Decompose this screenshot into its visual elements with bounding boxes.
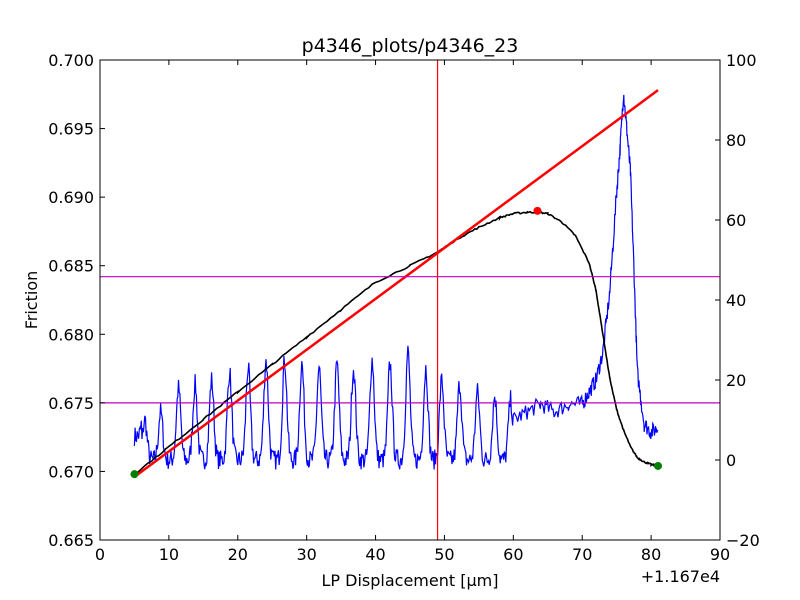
x-tick-label-8: 80: [641, 545, 661, 564]
x-tick-label-4: 40: [365, 545, 385, 564]
x-tick-label-0: 0: [95, 545, 105, 564]
y-tick-label-5: 0.690: [48, 188, 94, 207]
x-tick-label-6: 60: [503, 545, 523, 564]
point-marker-0: [130, 470, 139, 479]
x-tick-label-1: 10: [159, 545, 179, 564]
x-offset-label: +1.167e4: [641, 567, 720, 586]
y2-tick-label-6: 100: [726, 51, 757, 70]
y2-tick-label-4: 60: [726, 211, 746, 230]
y-tick-label-6: 0.695: [48, 120, 94, 139]
axes: 0 10 20 30 40 50 60 70 80 90 0.665 0.670 0.675 0.680 0…: [48, 51, 760, 564]
plot-clip-group: [100, 60, 720, 540]
y2-tick-label-3: 40: [726, 291, 746, 310]
secondary-series-line: [133, 94, 659, 470]
y-tick-label-7: 0.700: [48, 51, 94, 70]
x-axis-label: LP Displacement [μm]: [322, 571, 499, 590]
y-tick-label-0: 0.665: [48, 531, 94, 550]
x-tick-label-2: 20: [228, 545, 248, 564]
y-tick-label-2: 0.675: [48, 394, 94, 413]
x-tick-label-3: 30: [296, 545, 316, 564]
y2-tick-label-5: 80: [726, 131, 746, 150]
y-tick-label-1: 0.670: [48, 462, 94, 481]
y-tick-label-3: 0.680: [48, 325, 94, 344]
x-tick-label-9: 90: [710, 545, 730, 564]
point-marker-1: [654, 461, 662, 470]
y2-tick-label-1: 0: [726, 451, 736, 470]
y2-tick-label-2: 20: [726, 371, 746, 390]
x-tick-label-7: 70: [572, 545, 592, 564]
y-axis-label: Friction: [22, 271, 41, 330]
x-tick-label-5: 50: [434, 545, 454, 564]
y2-tick-label-0: −20: [726, 531, 760, 550]
point-marker-2: [533, 206, 542, 215]
friction-series-line: [133, 210, 659, 476]
plot-area: [100, 60, 720, 540]
y-tick-label-4: 0.685: [48, 257, 94, 276]
chart-title: p4346_plots/p4346_23: [302, 35, 519, 57]
fit-line: [133, 89, 659, 478]
